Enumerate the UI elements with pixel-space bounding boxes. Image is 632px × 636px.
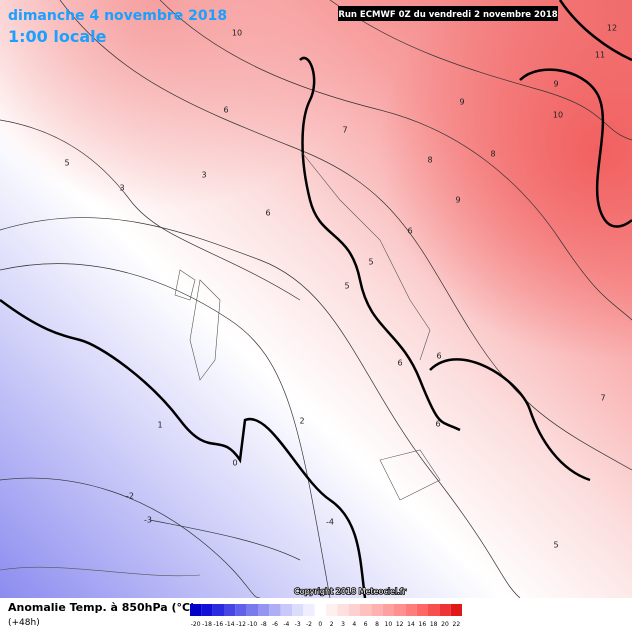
contour-label: -4 <box>326 518 334 527</box>
scale-label: -4 <box>283 621 289 628</box>
contour-label: 9 <box>455 196 460 205</box>
scale-cell <box>201 604 213 616</box>
scale-label: 2 <box>330 621 334 628</box>
contour-label: 6 <box>223 106 228 115</box>
scale-label: -12 <box>236 621 246 628</box>
scale-cell <box>212 604 224 616</box>
scale-cell <box>371 604 383 616</box>
coastlines <box>0 149 441 577</box>
scale-label: -16 <box>213 621 223 628</box>
contour-label: 5 <box>553 541 558 550</box>
scale-cell <box>314 604 326 616</box>
scale-label: 3 <box>341 621 345 628</box>
scale-label: 14 <box>407 621 415 628</box>
contour-label: 5 <box>344 282 349 291</box>
contour-label: 5 <box>368 258 373 267</box>
scale-label: 22 <box>453 621 461 628</box>
scale-label: -18 <box>202 621 212 628</box>
copyright: Copyright 2018 Meteociel.fr <box>294 587 406 596</box>
scale-label: 10 <box>385 621 393 628</box>
scale-cell <box>439 604 451 616</box>
contour-label: 2 <box>299 417 304 426</box>
scale-cell <box>303 604 315 616</box>
scale-cell <box>382 604 394 616</box>
contour-label: 10 <box>232 29 242 38</box>
scale-label: -14 <box>225 621 235 628</box>
scale-label: 18 <box>430 621 438 628</box>
scale-cell <box>224 604 236 616</box>
contour-label: 6 <box>436 352 441 361</box>
contour-label: 3 <box>119 184 124 193</box>
lead-time: (+48h) <box>8 618 40 628</box>
scale-cell <box>280 604 292 616</box>
color-scale: -20 -18 -16 -14 -12 -10 -8 -6 -4 -3 -2 0 2 3 4 6 8 10 12 14… <box>190 604 462 628</box>
contour-labels: 10 12 11 9 10 9 8 7 8 6 5 3 3 6 9 6 5 5 6 6 6 2 0 1 -2 -3 -4 5 7 <box>64 24 617 550</box>
contour-label: 7 <box>342 126 347 135</box>
contour-label: 9 <box>553 80 558 89</box>
scale-label: -6 <box>272 621 278 628</box>
scale-cell <box>258 604 270 616</box>
scale-cell <box>246 604 258 616</box>
scale-cell <box>360 604 372 616</box>
contour-label: 3 <box>201 171 206 180</box>
contour-label: -3 <box>144 516 152 525</box>
contour-label: 7 <box>600 394 605 403</box>
contour-label: 6 <box>435 420 440 429</box>
contour-label: 8 <box>427 156 432 165</box>
scale-label: 6 <box>364 621 368 628</box>
scale-label: 8 <box>375 621 379 628</box>
legend-title: Anomalie Temp. à 850hPa (°C) <box>8 601 195 614</box>
contour-label: -2 <box>126 492 134 501</box>
scale-label: -8 <box>261 621 267 628</box>
scale-cell <box>394 604 406 616</box>
scale-cell <box>235 604 247 616</box>
scale-label: -10 <box>247 621 257 628</box>
contour-label: 12 <box>607 24 617 33</box>
contour-label: 6 <box>407 227 412 236</box>
scale-cell <box>190 604 202 616</box>
scale-label: 4 <box>352 621 356 628</box>
contour-label: 8 <box>490 150 495 159</box>
scale-label: 0 <box>318 621 322 628</box>
scale-label: 20 <box>441 621 449 628</box>
scale-cell <box>269 604 281 616</box>
contour-label: 0 <box>232 459 237 468</box>
scale-cell <box>428 604 440 616</box>
scale-cell <box>348 604 360 616</box>
time: 1:00 locale <box>8 27 107 46</box>
contours <box>0 0 632 599</box>
contour-label: 6 <box>397 359 402 368</box>
scale-label: -2 <box>306 621 312 628</box>
scale-cell <box>292 604 304 616</box>
contour-label: 10 <box>553 111 563 120</box>
scale-cell <box>326 604 338 616</box>
contour-label: 9 <box>459 98 464 107</box>
contour-label: 1 <box>157 421 162 430</box>
scale-cell <box>450 604 462 616</box>
date: dimanche 4 novembre 2018 <box>8 8 227 24</box>
contour-label: 5 <box>64 159 69 168</box>
scale-label: 16 <box>419 621 427 628</box>
contour-label: 11 <box>595 51 605 60</box>
contour-label: 6 <box>265 209 270 218</box>
scale-cell <box>337 604 349 616</box>
scale-label: 12 <box>396 621 404 628</box>
zero-five-lines <box>0 0 632 599</box>
run-info: Run ECMWF 0Z du vendredi 2 novembre 2018 <box>338 10 557 20</box>
scale-cell <box>405 604 417 616</box>
scale-label: -20 <box>191 621 201 628</box>
scale-label: -3 <box>295 621 301 628</box>
scale-cell <box>416 604 428 616</box>
